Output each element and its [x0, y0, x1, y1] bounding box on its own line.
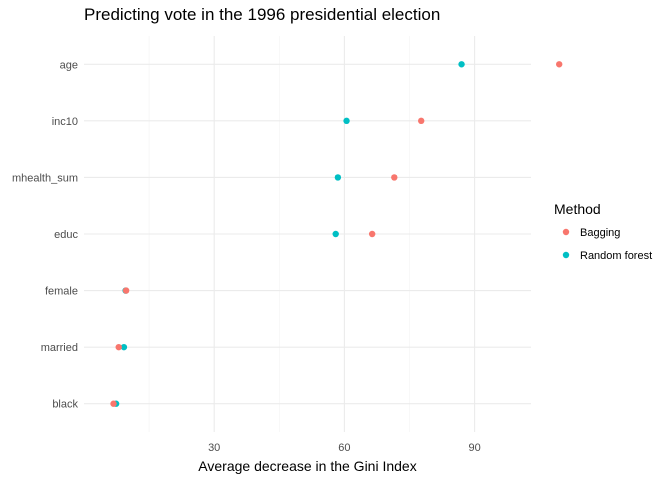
major-grid [84, 36, 531, 432]
data-point [556, 61, 562, 67]
legend-title: Method [554, 201, 601, 217]
data-point [123, 287, 129, 293]
data-point [343, 118, 349, 124]
x-tick-label: 60 [338, 442, 350, 454]
legend-items: Bagging Random forest [563, 227, 652, 262]
chart-title: Predicting vote in the 1996 presidential… [84, 5, 440, 24]
data-point [369, 231, 375, 237]
legend: Method Bagging Random forest [554, 201, 652, 262]
data-point [391, 174, 397, 180]
y-tick-label: black [52, 399, 78, 411]
legend-key [563, 229, 569, 235]
y-tick-label: educ [54, 229, 78, 241]
data-point [110, 401, 116, 407]
legend-label: Bagging [580, 227, 620, 239]
x-tick-label: 30 [208, 442, 220, 454]
y-tick-label: married [41, 342, 78, 354]
y-tick-label: inc10 [52, 116, 78, 128]
data-point [335, 174, 341, 180]
data-point [333, 231, 339, 237]
y-tick-label: female [45, 286, 78, 298]
x-axis-title: Average decrease in the Gini Index [198, 458, 416, 474]
x-tick-label: 90 [468, 442, 480, 454]
data-point [116, 344, 122, 350]
data-point [458, 61, 464, 67]
legend-label: Random forest [580, 250, 652, 262]
x-tick-labels: 30 60 90 [208, 442, 481, 454]
y-tick-label: mhealth_sum [12, 172, 78, 184]
legend-key [563, 252, 569, 258]
data-point [418, 118, 424, 124]
y-tick-label: age [60, 59, 78, 71]
